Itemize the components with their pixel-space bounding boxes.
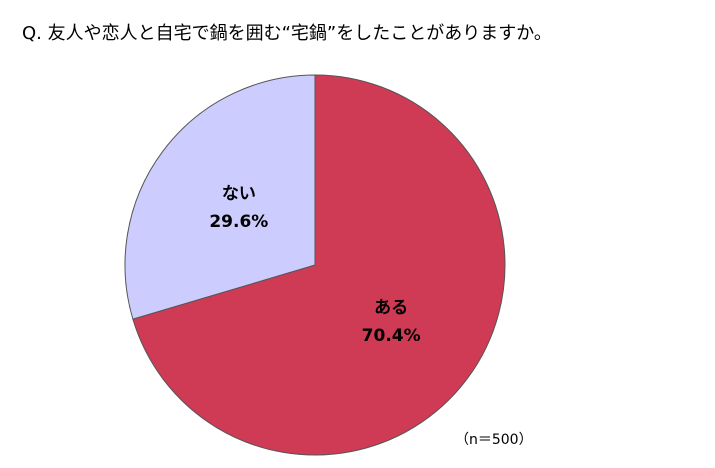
chart-title: Q. 友人や恋人と自宅で鍋を囲む“宅鍋”をしたことがありますか。	[22, 22, 552, 44]
slice-category: ない	[222, 184, 256, 204]
pie-slice	[124, 74, 316, 320]
sample-note: （n＝500）	[455, 432, 533, 448]
slice-category: ある	[374, 298, 408, 318]
slice-value-label: 70.4%	[362, 326, 421, 346]
slice-value-label: 29.6%	[209, 212, 268, 232]
pie-slice	[132, 74, 506, 456]
